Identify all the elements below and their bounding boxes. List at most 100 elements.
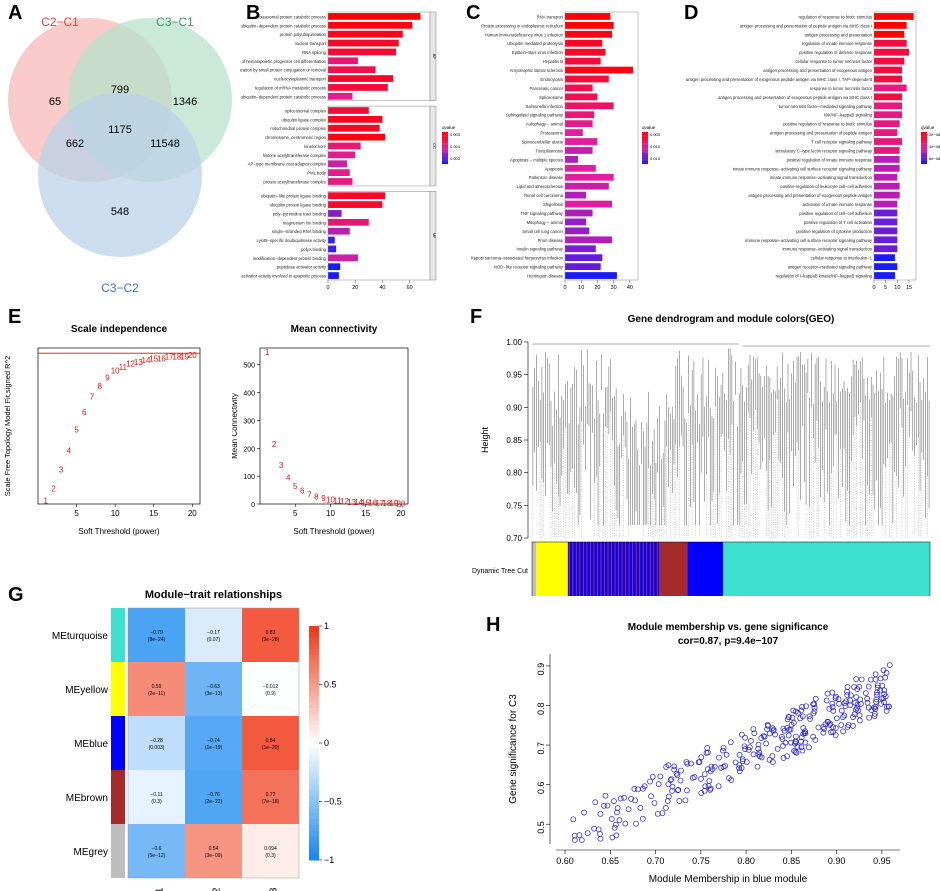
power-point: 4 [67, 446, 72, 455]
scatter-point [872, 671, 879, 678]
scale-gradient-step [309, 737, 319, 744]
bar [874, 22, 907, 29]
y-axis-label: Gene significance for C3 [508, 694, 519, 804]
scatter-point [806, 744, 812, 751]
bar-term-label: Human immunodeficiency virus 1 infection [485, 32, 564, 37]
module-stripe [649, 542, 651, 596]
scatter-point [678, 767, 684, 774]
legend-title: qvalue [642, 125, 656, 130]
scatter-point [727, 739, 734, 746]
bar-term-label: modification−dependent protein binding [253, 256, 327, 261]
legend-gradient-step [921, 144, 927, 147]
scatter-point [826, 705, 833, 712]
scatter-point [702, 783, 709, 790]
bar [874, 147, 900, 154]
scatter-point [743, 759, 750, 766]
scatter-point [748, 738, 754, 744]
bar [328, 75, 394, 82]
scatter-point [862, 690, 869, 696]
bar [328, 124, 380, 132]
scatter-point [811, 704, 818, 711]
scale-gradient-step [309, 807, 319, 814]
scatter-point [865, 683, 872, 690]
scatter-point [779, 736, 786, 743]
scatter-point [791, 720, 797, 726]
scatter-point [823, 697, 830, 704]
scatter-point [866, 714, 873, 721]
bar-term-label: positive regulation of T cell activation [804, 220, 873, 225]
bar-term-label: ubiquitin protein ligase binding [270, 203, 327, 208]
legend-gradient-step [442, 156, 448, 158]
scatter-point [799, 704, 805, 710]
bar [874, 30, 905, 38]
module-stripe [625, 542, 627, 596]
bar [874, 272, 895, 279]
scatter-point [657, 773, 664, 780]
bar [874, 156, 900, 163]
scatter-point [625, 806, 632, 813]
power-point: 6 [300, 487, 305, 496]
bar [565, 254, 603, 262]
bar-term-label: positive regulation of leukocyte cell−ce… [780, 184, 872, 189]
module-stripe [618, 542, 620, 596]
bar-term-label: positive regulation of cytokine producti… [796, 229, 872, 234]
heatmap-cell-value: 0.59 [152, 684, 162, 690]
y-tick-label: 0.90 [506, 403, 522, 412]
legend-gradient-step [442, 140, 448, 142]
go-enrichment-chart: proteasomal protein catabolic process pro… [240, 11, 461, 291]
heatmap-cell-value: −0.63 [207, 684, 220, 690]
scale-tick-label: 0.5 [324, 680, 337, 690]
legend-gradient-step [921, 149, 927, 152]
legend-gradient-step [921, 135, 927, 137]
heatmap-cell-value: 0.84 [266, 738, 276, 744]
bar [565, 120, 593, 128]
heatmap-cell [185, 608, 242, 662]
module-stripe [589, 542, 591, 596]
bar-term-label: mitochondrial protein complex [270, 126, 327, 131]
bar [565, 227, 590, 235]
bar [874, 120, 900, 128]
y-tick-label: 1.00 [506, 338, 522, 347]
scale-gradient-step [309, 819, 319, 826]
heatmap-cell [242, 716, 299, 770]
scale-gradient-step [309, 631, 319, 639]
scatter-point [780, 755, 787, 761]
scatter-point [873, 699, 879, 705]
scatter-point [772, 731, 778, 738]
y-tick-label: 0.80 [506, 469, 522, 478]
venn-count-c3c1-c3c2: 11548 [150, 138, 180, 150]
scatter-point [820, 724, 827, 730]
heatmap-cell-value: −0.74 [207, 738, 220, 744]
bar [328, 92, 353, 100]
scatter-point [669, 783, 676, 790]
legend-tick-label: 4e−08 [929, 144, 941, 149]
scatter-point [602, 792, 609, 799]
legend-gradient-step [642, 160, 648, 163]
bar [565, 182, 609, 190]
y-tick-label: 100 [243, 474, 255, 481]
bar-term-label: ubiquitin−like protein ligase binding [261, 194, 327, 199]
legend-gradient-step [921, 136, 927, 139]
bar [874, 138, 902, 145]
y-tick-label: 0.7 [536, 742, 546, 755]
bar-term-label: positive regulation of cell−cell adhesio… [799, 211, 872, 216]
legend-gradient-step [642, 136, 648, 139]
scatter-point [701, 771, 708, 778]
scatter-point [576, 832, 583, 838]
scatter-point [637, 804, 644, 811]
venn-count-c2c1-c3c2: 662 [66, 138, 84, 150]
legend-gradient-step [921, 160, 927, 163]
bar-term-label: AP−type membrane coat adaptor complex [248, 162, 327, 167]
heatmap-cell-pvalue: (1e−29) [262, 745, 280, 751]
scatter-point [741, 743, 748, 750]
scatter-point [784, 716, 791, 723]
module-track-box [531, 541, 931, 596]
module-trait-heatmap: Module−trait relationships MEturquoise −0.… [52, 589, 342, 891]
scatter-point [671, 763, 678, 770]
scale-tick-label: 1 [324, 621, 329, 631]
heatmap-row-label: MEbrown [66, 793, 108, 804]
legend-gradient-step [642, 151, 648, 153]
bar-term-label: Proteasome [540, 131, 563, 136]
scale-gradient-step [309, 649, 319, 656]
scatter-point [852, 706, 859, 713]
